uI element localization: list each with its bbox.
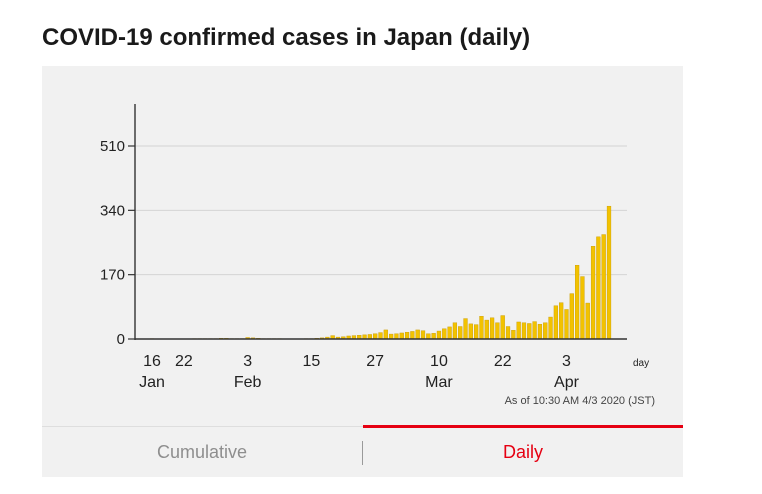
bar xyxy=(420,330,426,340)
x-tick-label: 27 xyxy=(366,353,384,370)
x-tick-label: 22 xyxy=(175,353,193,370)
bar xyxy=(474,324,479,340)
bar xyxy=(500,315,505,340)
x-tick-label: 16 xyxy=(143,353,161,370)
bar xyxy=(601,234,606,340)
bar xyxy=(452,322,458,340)
bar xyxy=(436,330,442,340)
bar xyxy=(489,317,495,340)
bar xyxy=(575,265,580,340)
daily-cases-chart: 0 170 340 510 16 Jan 22 3 Feb 15 27 10 Mar 22 3 Apr day A… xyxy=(100,104,655,407)
x-tick-label: 15 xyxy=(303,353,321,370)
bar xyxy=(559,302,564,340)
bar xyxy=(537,324,543,340)
bar xyxy=(606,205,612,340)
bar xyxy=(527,323,532,340)
bar xyxy=(479,316,484,340)
page-title: COVID-19 confirmed cases in Japan (daily… xyxy=(42,24,531,51)
bar xyxy=(389,333,394,340)
bar xyxy=(516,321,521,340)
tab-daily[interactable]: Daily xyxy=(363,425,683,477)
x-unit-label: day xyxy=(633,358,649,369)
bar xyxy=(373,333,378,340)
bar xyxy=(585,302,590,340)
bar xyxy=(484,319,489,340)
x-tick-label: 3 xyxy=(562,353,571,370)
x-tick-label: 3 xyxy=(243,353,252,370)
chart-panel: 0 170 340 510 16 Jan 22 3 Feb 15 27 10 Mar 22 3 Apr day A… xyxy=(42,66,683,426)
x-month-label: Feb xyxy=(234,374,262,391)
bar xyxy=(511,330,516,340)
bar xyxy=(590,246,596,340)
bar xyxy=(410,331,415,340)
bar xyxy=(564,309,569,340)
bar xyxy=(596,236,601,340)
bar xyxy=(468,323,473,340)
bar xyxy=(543,322,548,340)
y-tick-label: 340 xyxy=(100,202,125,219)
bar xyxy=(426,333,431,340)
bar xyxy=(553,305,558,340)
bar xyxy=(580,276,585,340)
bar xyxy=(378,332,383,340)
bar xyxy=(431,333,436,340)
bar xyxy=(569,293,574,340)
bar xyxy=(495,322,500,340)
bar xyxy=(532,321,537,340)
tab-cumulative-label: Cumulative xyxy=(156,441,248,462)
x-tick-label: 10 xyxy=(430,353,448,370)
y-tick-label: 510 xyxy=(100,138,125,155)
bar xyxy=(548,316,553,340)
as-of-annotation: As of 10:30 AM 4/3 2020 (JST) xyxy=(505,395,655,407)
active-tab-indicator xyxy=(363,425,683,428)
tab-cumulative[interactable]: Cumulative xyxy=(42,427,362,477)
x-month-label: Mar xyxy=(425,374,453,391)
bar xyxy=(394,333,399,340)
bar xyxy=(383,329,388,340)
bar xyxy=(447,326,452,340)
y-tick-label: 170 xyxy=(100,267,125,284)
x-tick-label: 22 xyxy=(494,353,512,370)
bar xyxy=(404,331,410,340)
bar xyxy=(442,328,447,340)
x-month-label: Apr xyxy=(554,374,580,391)
bar xyxy=(505,326,511,340)
tab-daily-label: Daily xyxy=(502,441,543,462)
bar xyxy=(458,326,463,340)
tab-bar: Cumulative Daily xyxy=(42,425,683,477)
bar xyxy=(521,322,527,340)
bar xyxy=(463,318,468,340)
bar xyxy=(399,332,404,340)
tab-divider xyxy=(362,441,363,465)
y-tick-label: 0 xyxy=(117,331,125,348)
bar xyxy=(415,329,420,340)
x-month-label: Jan xyxy=(139,374,165,391)
